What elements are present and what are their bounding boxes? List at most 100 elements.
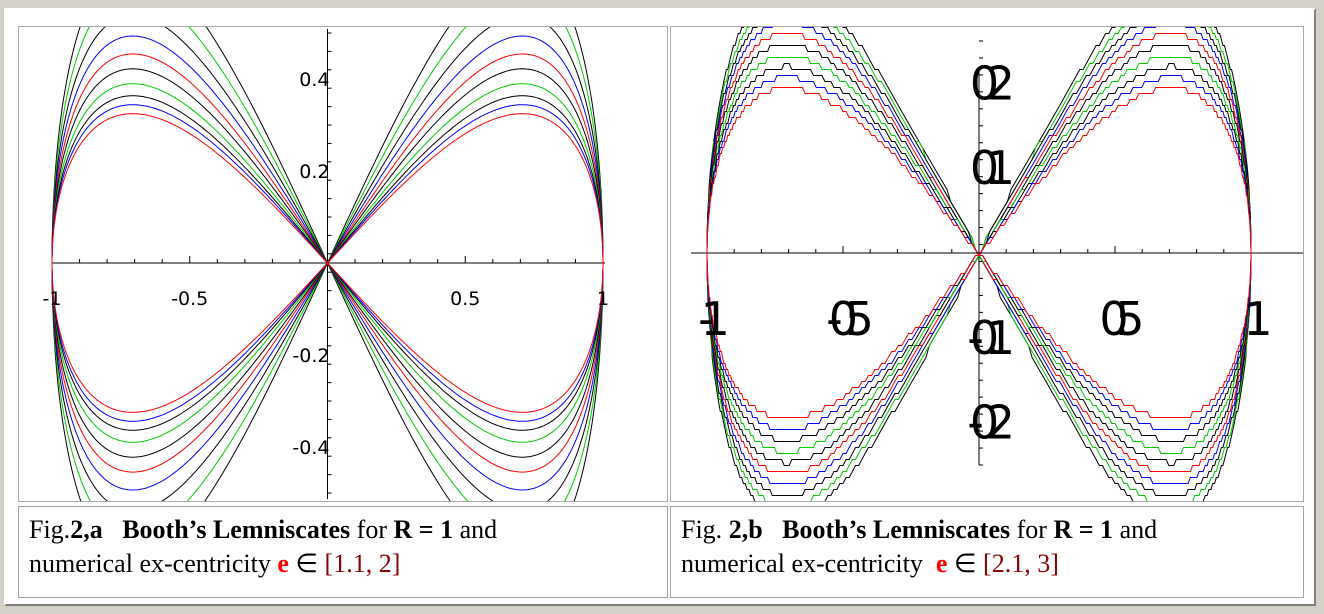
lemniscate-curve [706,255,980,472]
lemniscate-curve [51,27,328,264]
caption-text: for [1016,515,1047,544]
lemniscate-curve [327,68,604,264]
lemniscate-curve [51,262,328,413]
lemniscate-curve [327,262,604,458]
element-of-symbol: ∈ [295,549,319,578]
y-tick-label: 0.4 [299,69,329,91]
x-tick-label: 1 [1243,292,1269,346]
lemniscate-curve [706,63,980,256]
y-tick-label: -0.1 [967,311,1011,365]
lemniscate-curve [51,35,328,264]
y-tick-label: 0.2 [299,161,329,183]
y-tick-label: -0.2 [292,345,329,367]
lemniscate-curve [327,262,604,443]
lemniscate-curve [706,255,980,484]
lemniscate-curve [978,255,1252,501]
lemniscate-curve [51,113,328,264]
lemniscate-curve [979,255,1252,418]
lemniscate-curve [51,262,328,422]
figure-table: -1 -0.5 0.5 1 0.4 0.2 -0.2 -0.4 -1 -0.5 0.5 1 0.2 0.… [4,8,1316,606]
plot-panel-a: -1 -0.5 0.5 1 0.4 0.2 -0.2 -0.4 [18,26,668,502]
lemniscate-curve [51,95,328,264]
lemniscate-curve [327,262,604,422]
x-tick-label: 1 [597,288,609,310]
lemniscate-curve [979,255,1252,442]
plot-panel-b: -1 -0.5 0.5 1 0.2 0.1 -0.1 -0.2 [670,26,1304,502]
caption-text: numerical ex-centricity [681,549,923,578]
lemniscate-curve [978,255,1252,484]
lemniscate-curve [327,27,604,264]
lemniscate-curve [51,262,328,443]
lemniscate-curve [51,262,328,431]
lemniscate-curve [706,27,980,256]
lemniscate-curve [978,255,1252,466]
caption-cell-b: Fig. 2,b Booth’s Lemniscates for R = 1 a… [670,506,1304,598]
lemniscate-curve [706,87,980,256]
lemniscate-curve [327,104,604,264]
caption-prefix: Fig. [29,515,71,544]
lemniscate-curve [978,87,1252,256]
lemniscate-curve [706,27,980,256]
lemniscate-curve [327,262,604,491]
lemniscate-curve [706,255,979,442]
lemniscate-curve [327,27,604,264]
lemniscate-curve [327,53,604,264]
x-tick-label: 0.5 [1099,292,1141,346]
lemniscate-curve [51,27,328,264]
lemniscate-curve [706,75,980,256]
figure-caption-a: Fig.2,a Booth’s Lemniscates for R = 1 an… [19,507,667,581]
lemniscate-curve [978,27,1252,256]
lemniscate-curve [706,255,980,496]
lemniscate-curve [978,63,1252,256]
lemniscate-curve [706,57,980,256]
lemniscate-curve [51,262,328,491]
lemniscate-curve [51,68,328,264]
lemniscate-curve [978,57,1252,256]
x-tick-label: -0.5 [826,292,870,346]
lemniscate-curve [978,255,1252,454]
lemniscate-curve [979,255,1252,430]
lemniscate-curve [327,262,604,501]
y-tick-label: -0.2 [967,396,1010,450]
lemniscate-curve [327,262,604,473]
x-tick-label: -0.5 [171,288,208,310]
element-of-symbol: ∈ [953,549,977,578]
y-tick-label: -0.4 [292,437,329,459]
lemniscate-curve [327,27,604,264]
lemniscate-curve [51,53,328,264]
parameter-text: R = 1 [393,515,454,544]
lemniscate-curve [51,262,328,501]
lemniscate-curve [706,255,979,430]
lemniscate-curve [51,262,328,473]
lemniscate-curve [706,33,980,256]
caption-cell-a: Fig.2,a Booth’s Lemniscates for R = 1 an… [18,506,668,598]
lemniscate-curve [978,33,1252,256]
lemniscate-chart-a: -1 -0.5 0.5 1 0.4 0.2 -0.2 -0.4 [43,27,609,501]
lemniscate-curve [978,45,1252,256]
lemniscate-curve [706,255,980,466]
lemniscate-curve [51,27,328,264]
lemniscate-curve [978,27,1252,256]
lemniscate-curve [706,27,980,256]
lemniscate-curve [706,255,980,501]
eccentricity-symbol: e [935,549,948,578]
lemniscate-curve [706,45,980,256]
parameter-text: R = 1 [1053,515,1114,544]
lemniscate-curve [51,104,328,264]
caption-text: for [356,515,387,544]
caption-text: and [459,515,498,544]
lemniscate-curve [327,35,604,264]
lemniscate-curve [706,255,980,454]
lemniscate-curve [978,255,1252,472]
x-tick-label: -1 [698,292,727,346]
lemniscate-chart-b: -1 -0.5 0.5 1 0.2 0.1 -0.1 -0.2 [691,27,1303,501]
lemniscate-curve [51,262,328,501]
lemniscate-curve [706,255,980,501]
lemniscate-curve [327,262,604,501]
lemniscate-curve [978,255,1252,501]
interval-text: [2.1, 3] [983,549,1059,578]
lemniscate-curve [327,262,604,431]
caption-prefix: Fig. [681,515,723,544]
interval-text: [1.1, 2] [324,549,401,578]
lemniscate-curve [978,75,1252,256]
